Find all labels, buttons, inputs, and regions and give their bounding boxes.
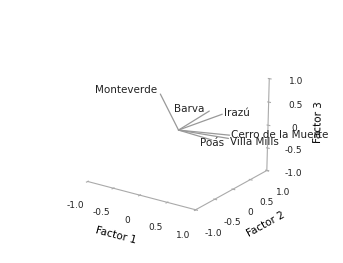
Y-axis label: Factor 2: Factor 2	[245, 210, 286, 239]
X-axis label: Factor 1: Factor 1	[95, 225, 138, 245]
